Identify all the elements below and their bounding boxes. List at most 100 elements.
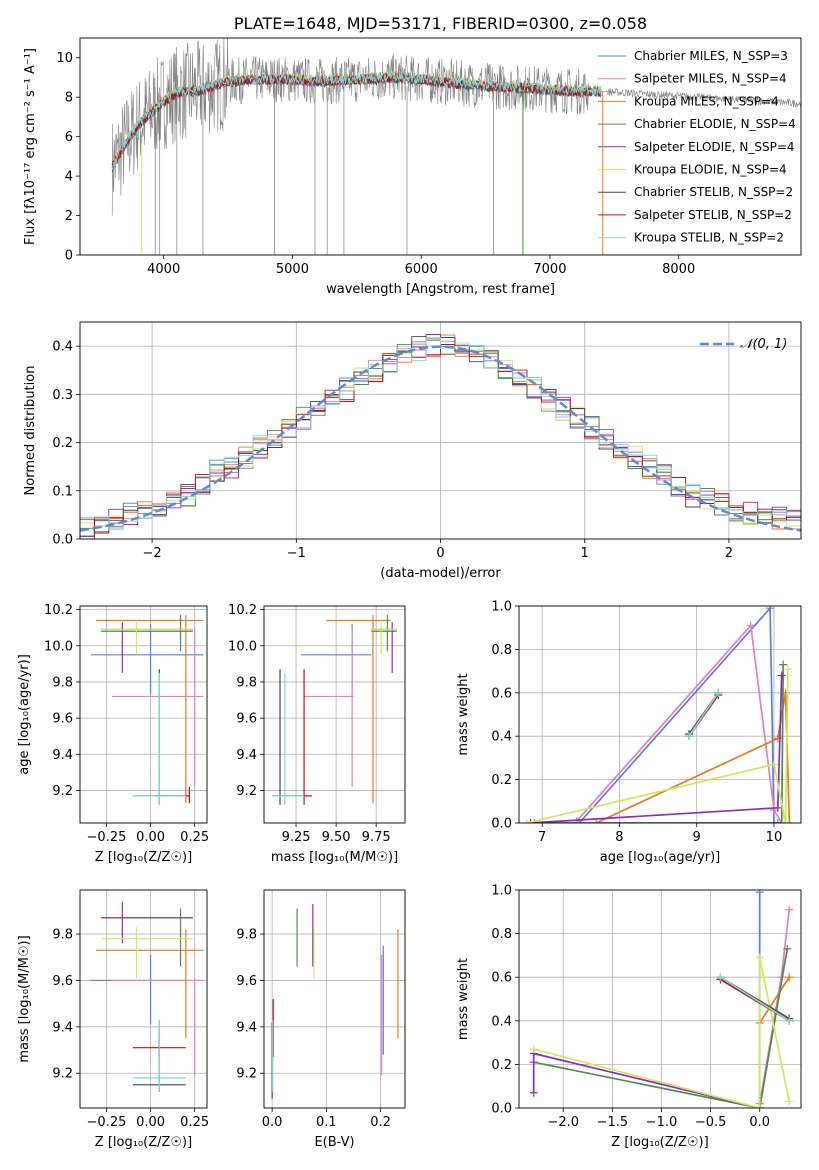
y-tick-label: 9.6	[236, 712, 257, 727]
axes-frame	[79, 321, 802, 540]
plot-area	[264, 606, 405, 823]
y-tick-label: 10.0	[228, 639, 257, 654]
series-kroupa_miles	[758, 976, 790, 1024]
legend-entry: Kroupa ELODIE, N_SSP=4	[634, 163, 787, 177]
x-tick-label: 8000	[662, 262, 695, 277]
legend-entry: 𝒩(0, 1)	[740, 337, 787, 352]
y-tick-label: 9.8	[52, 928, 73, 943]
x-tick-label: −1.5	[597, 1115, 629, 1130]
plot-area	[80, 890, 207, 1108]
point-salpeter_elodie	[773, 803, 782, 812]
series-chabrier_elodie	[534, 664, 785, 823]
plot-area	[264, 890, 405, 1108]
axes-frame	[518, 605, 802, 824]
point-kroupa_elodie	[783, 664, 792, 673]
legend-entry: Chabrier STELIB, N_SSP=2	[634, 185, 793, 199]
point-kroupa_elodie	[529, 1045, 538, 1054]
x-tick-label: −2	[143, 546, 162, 561]
x-axis-label: (data-model)/error	[380, 566, 501, 581]
x-tick-label: 7000	[533, 262, 566, 277]
y-axis-label: Flux [fλ10⁻¹⁷ erg cm⁻² s⁻¹ A⁻¹]	[23, 48, 38, 245]
x-tick-label: 9	[693, 830, 701, 845]
y-tick-label: 0.0	[491, 1102, 512, 1117]
panel-mass_vs_ebv: 0.0 0.1 0.2 9.2 9.4 9.6 9.8 E(B-V)	[236, 889, 406, 1150]
axes-frame	[518, 889, 802, 1109]
axes-frame	[79, 605, 208, 824]
series-kroupa_miles	[595, 692, 791, 823]
x-tick-label: 0.1	[316, 1115, 337, 1130]
x-axis-label: Z [log₁₀(Z/Z☉)]	[95, 850, 192, 865]
x-tick-label: 10	[766, 830, 783, 845]
point-chabrier_miles	[755, 890, 764, 897]
y-tick-label: 0.6	[491, 971, 512, 986]
y-tick-label: 9.2	[52, 784, 73, 799]
x-tick-label: 0.25	[180, 1115, 209, 1130]
y-tick-label: 9.4	[52, 1020, 73, 1035]
x-axis-label: mass [log₁₀(M/M☉)]	[271, 850, 398, 865]
x-tick-label: 0.00	[136, 1115, 165, 1130]
plot-area	[80, 606, 207, 823]
x-tick-label: 5000	[276, 262, 309, 277]
point-chabrier_elodie	[777, 819, 786, 823]
series-salpeter_elodie	[530, 675, 783, 823]
model-fit-kroupa_stelib	[111, 70, 602, 171]
x-tick-label: −0.25	[87, 830, 127, 845]
legend-entry: Chabrier ELODIE, N_SSP=4	[634, 117, 796, 131]
axes-frame	[79, 889, 208, 1109]
panel-spectrum: 4000 5000 6000 7000 8000 0 2 4 6 8 10 wavelength [A…	[23, 14, 802, 297]
x-tick-label: 7	[538, 830, 546, 845]
chart-title: PLATE=1648, MJD=53171, FIBERID=0300, z=0…	[234, 14, 647, 33]
series-kroupa_stelib	[719, 976, 790, 1022]
y-tick-label: 2	[65, 209, 73, 224]
point-chabrier_elodie	[779, 660, 788, 669]
y-tick-label: 9.4	[236, 748, 257, 763]
y-tick-label: 9.6	[52, 974, 73, 989]
point-kroupa_elodie	[522, 819, 531, 823]
point-kroupa_elodie	[785, 1097, 794, 1106]
point-kroupa_elodie	[781, 819, 790, 823]
x-tick-label: −2.0	[547, 1115, 579, 1130]
y-tick-label: 0.4	[491, 730, 512, 745]
y-tick-label: 0.1	[52, 484, 73, 499]
x-tick-label: −0.25	[87, 1115, 127, 1130]
x-tick-label: 8	[615, 830, 623, 845]
x-tick-label: 1	[581, 546, 589, 561]
y-tick-label: 10.2	[44, 603, 73, 618]
x-tick-label: 2	[725, 546, 733, 561]
panel-massweight_vs_age: 7 8 9 10 0.0 0.2 0.4 0.6 0.8 1.0 age [log₁₀(age/yr…	[456, 600, 802, 865]
x-tick-label: −0.5	[695, 1115, 727, 1130]
y-tick-label: 0.0	[52, 533, 73, 548]
point-kroupa_stelib	[716, 973, 725, 982]
series-chabrier_miles	[578, 606, 778, 823]
plot-area	[519, 890, 801, 1108]
series-chabrier_elodie	[533, 948, 789, 1108]
point-chabrier_miles	[766, 606, 775, 613]
legend-entry: Kroupa STELIB, N_SSP=2	[634, 231, 784, 245]
x-tick-label: 9.75	[362, 830, 391, 845]
axes-frame	[79, 37, 802, 256]
point-chabrier_elodie	[783, 944, 792, 953]
legend-entry: Salpeter STELIB, N_SSP=2	[634, 208, 792, 222]
series-kroupa_stelib	[688, 692, 720, 737]
y-tick-label: 4	[65, 170, 73, 185]
panel-age_vs_Z: −0.25 0.00 0.25 9.2 9.4 9.6 9.8 10.0 10.2 Z [log₁…	[17, 603, 209, 865]
y-axis-label: mass weight	[456, 958, 471, 1040]
axes-frame	[263, 605, 406, 824]
point-chabrier_miles	[769, 819, 778, 823]
y-tick-label: 10	[56, 51, 73, 66]
y-tick-label: 9.6	[52, 712, 73, 727]
x-tick-label: 4000	[147, 262, 180, 277]
x-tick-label: 9.50	[322, 830, 351, 845]
y-tick-label: 0.8	[491, 643, 512, 658]
x-axis-label: E(B-V)	[314, 1135, 354, 1150]
y-tick-label: 9.6	[236, 974, 257, 989]
y-axis-label: Normed distribution	[23, 366, 38, 496]
panel-massweight_vs_Z: −2.0 −1.5 −1.0 −0.5 0.0 0.0 0.2 0.4 0.6 0.8 1.0 Z […	[456, 884, 802, 1150]
histogram-salpeter_stelib	[80, 344, 801, 534]
point-kroupa_stelib	[684, 732, 693, 741]
plot-area	[111, 38, 801, 255]
y-tick-label: 0.2	[491, 1058, 512, 1073]
series-salpeter_miles	[576, 623, 783, 823]
y-axis-label: mass weight	[456, 673, 471, 755]
